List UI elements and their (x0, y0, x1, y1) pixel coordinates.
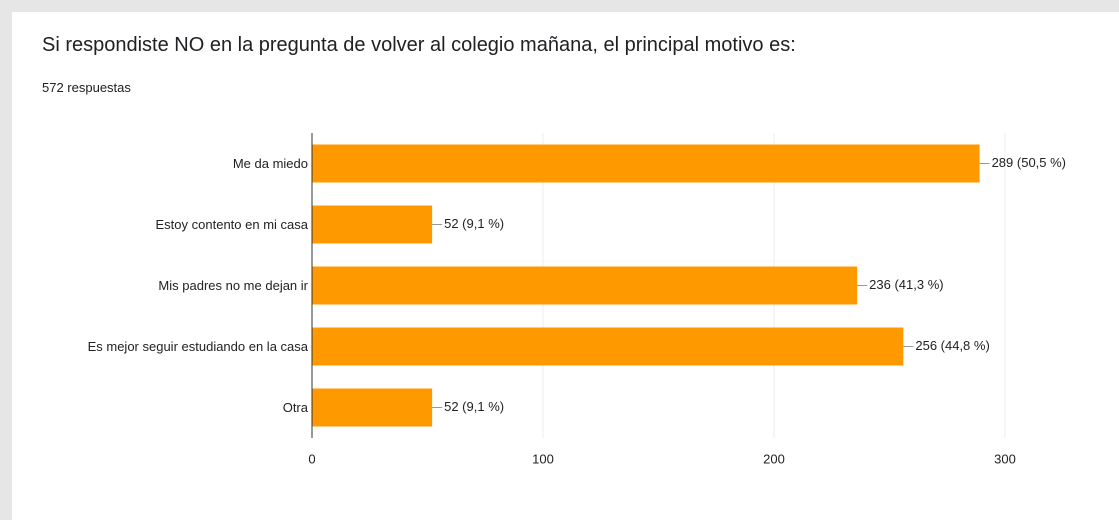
value-label: 52 (9,1 %) (444, 216, 504, 231)
y-tick-label: Me da miedo (232, 155, 308, 171)
bar (312, 205, 433, 244)
y-tick-label: Estoy contento en mi casa (155, 216, 308, 232)
y-tick-label: Es mejor seguir estudiando en la casa (87, 338, 308, 354)
x-tick-label: 100 (532, 451, 554, 466)
value-label: 52 (9,1 %) (444, 399, 504, 414)
bar (312, 266, 858, 305)
x-tick-label: 200 (763, 451, 785, 466)
x-tick-label: 300 (994, 451, 1016, 466)
chart-title: Si respondiste NO en la pregunta de volv… (42, 34, 796, 56)
card: Si respondiste NO en la pregunta de volv… (12, 12, 1119, 520)
chart-subtitle: 572 respuestas (42, 80, 131, 95)
value-label: 289 (50,5 %) (992, 155, 1066, 170)
x-tick-label: 0 (308, 451, 315, 466)
bar (312, 327, 904, 366)
bar (312, 144, 980, 183)
y-tick-label: Mis padres no me dejan ir (158, 277, 308, 293)
value-label: 236 (41,3 %) (869, 277, 943, 292)
value-label: 256 (44,8 %) (915, 338, 989, 353)
bar (312, 388, 433, 427)
y-tick-label: Otra (282, 399, 308, 415)
